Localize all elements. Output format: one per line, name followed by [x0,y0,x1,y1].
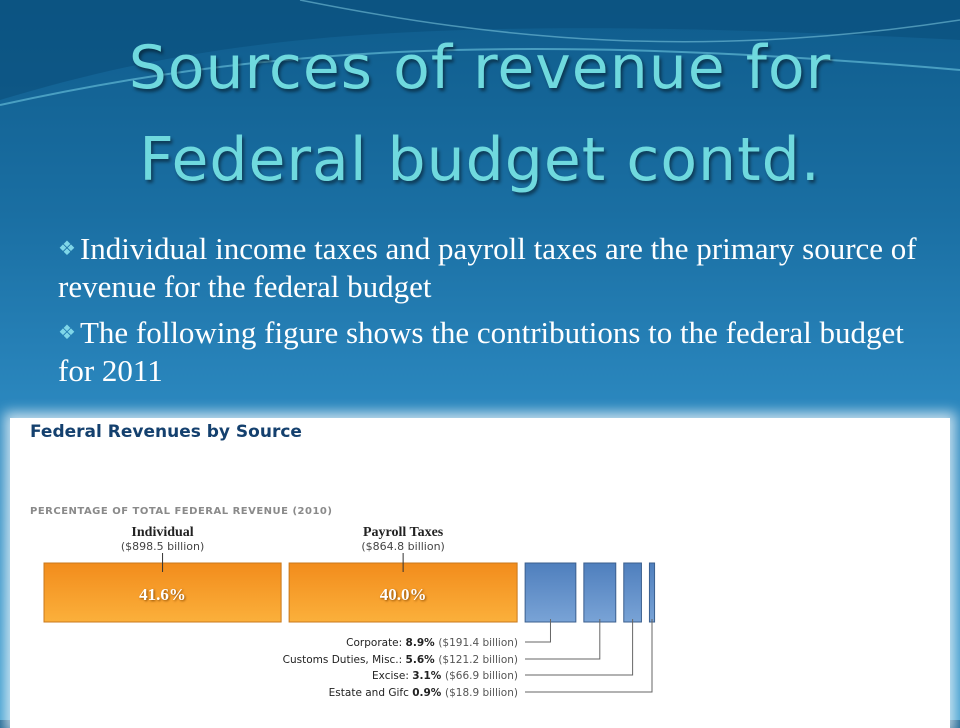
title-line-2: Federal budget contd. [139,125,821,195]
bar-estate-and-gift [648,562,656,623]
amount-label: ($898.5 billion) [121,540,204,553]
callout-line [525,619,634,676]
callout-line [525,619,653,693]
bullet-list: ❖ Individual income taxes and payroll tax… [58,230,938,398]
diamond-bullet-icon: ❖ [58,322,76,344]
callout-label: Excise: 3.1% ($66.9 billion) [372,670,518,682]
bullet-text: The following figure shows the contribut… [58,315,904,388]
figure-title: Federal Revenues by Source [30,422,302,442]
category-label: Individual [131,525,193,540]
title-line-1: Sources of revenue for [128,33,832,103]
bar-value-label: 41.6% [139,585,186,604]
bar-individual [43,562,282,623]
bar-customs-duties-misc- [583,562,617,623]
wave-decoration [0,0,960,106]
bar-value-label: 40.0% [380,585,427,604]
category-label: Payroll Taxes [363,525,444,540]
callout-label: Estate and Gifc 0.9% ($18.9 billion) [329,687,518,699]
bullet-item: ❖ The following figure shows the contribu… [58,314,938,390]
diamond-bullet-icon: ❖ [58,238,76,260]
slide-title: Sources of revenue for Federal budget co… [0,22,960,206]
bar-excise [623,562,642,623]
bullet-text: Individual income taxes and payroll taxe… [58,231,917,304]
callout-line [525,619,601,660]
amount-label: ($864.8 billion) [361,540,444,553]
callout-line [525,619,551,643]
bullet-item: ❖ Individual income taxes and payroll tax… [58,230,938,306]
bar-payroll-taxes [288,562,518,623]
figure-subtitle: PERCENTAGE OF TOTAL FEDERAL REVENUE (201… [30,506,333,517]
callout-label: Customs Duties, Misc.: 5.6% ($121.2 bill… [283,654,518,666]
bar-corporate [524,562,577,623]
callout-label: Corporate: 8.9% ($191.4 billion) [346,637,518,649]
